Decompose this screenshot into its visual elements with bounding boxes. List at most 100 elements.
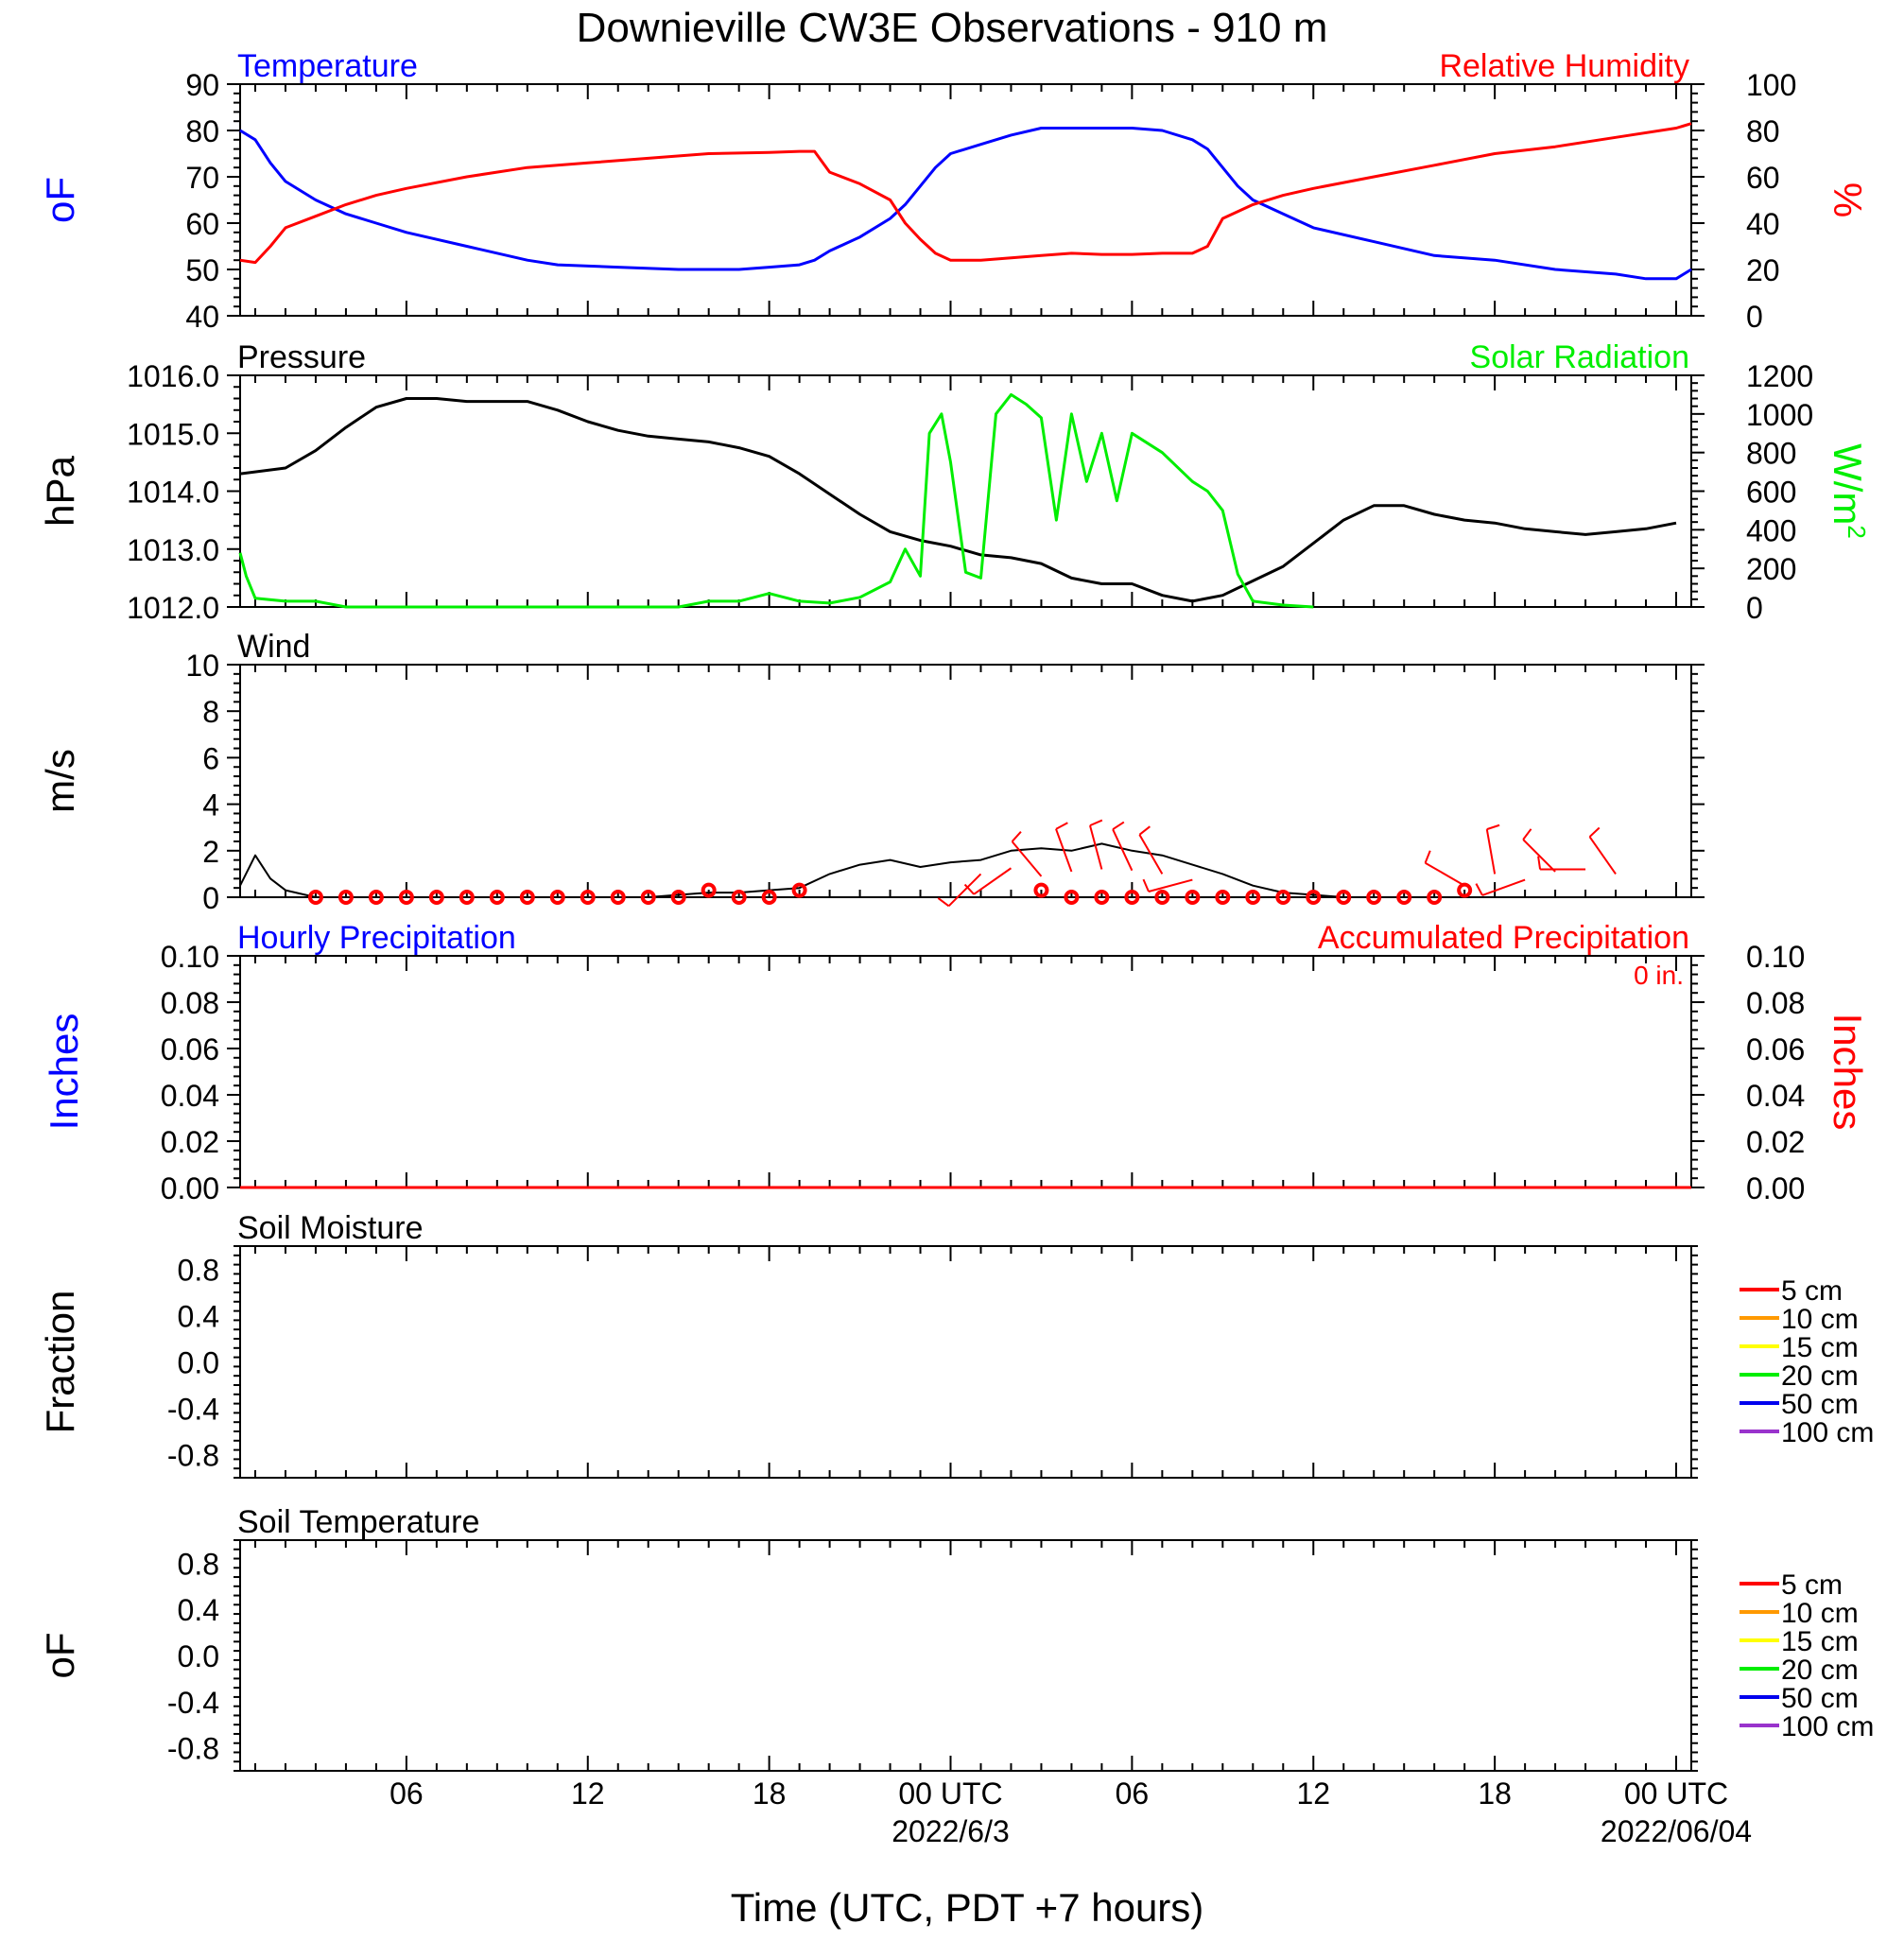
panel-pressure-solar: 1012.0 1013.0 1014.0 1015.0 1016.0 0 200 400600…: [38, 339, 1871, 625]
legend-label: 10 cm: [1781, 1598, 1859, 1629]
calm-wind-circle: [1094, 890, 1110, 905]
y-tick-label: -0.8: [167, 1439, 219, 1473]
calm-wind-circle: [489, 890, 505, 905]
y-axis-unit-left: Fraction: [38, 1291, 82, 1434]
panel-title-left: Soil Moisture: [237, 1210, 424, 1246]
y-tick-label-right: 1000: [1746, 398, 1813, 432]
plot-frame: [239, 664, 1692, 898]
y-tick-label: 0.4: [178, 1300, 219, 1334]
legend-label: 20 cm: [1781, 1360, 1859, 1392]
series-line-solar-radiation: [238, 392, 1314, 609]
y-axis-unit-left: Inches: [42, 1014, 86, 1131]
calm-wind-circle: [761, 890, 777, 905]
y-tick-label-right: 400: [1746, 513, 1796, 547]
accumulated-total-label: 0 in.: [1634, 961, 1684, 990]
y-tick-label: 6: [202, 741, 219, 775]
x-tick-label: 12: [1296, 1776, 1330, 1811]
y-tick-label-right: 200: [1746, 552, 1796, 586]
x-tick-label: 00 UTC: [898, 1776, 1002, 1811]
calm-wind-circle: [1366, 890, 1382, 905]
panel-wind: 0 2 4 6 8 10 Wind m/s: [38, 629, 1705, 915]
y-tick-label-right: 1200: [1746, 359, 1813, 393]
unit-superscript: 2: [1843, 525, 1871, 538]
panel-precip: 0.00 0.02 0.04 0.06 0.08 0.10 0.00 0.02 0.04 0.06…: [42, 920, 1870, 1205]
panel-title-left: Pressure: [237, 339, 366, 375]
calm-wind-circle: [1154, 890, 1170, 905]
calm-wind-circle: [1427, 890, 1443, 905]
x-axis-label: Time (UTC, PDT +7 hours): [731, 1885, 1204, 1930]
wind-barb-feather: [1011, 830, 1022, 842]
panel-title-left: Temperature: [237, 48, 418, 84]
y-axis-unit-left: hPa: [38, 455, 82, 526]
y-axis-unit-left: oF: [38, 177, 82, 223]
x-tick-label: 06: [389, 1776, 424, 1811]
y-tick-label: 0.08: [161, 986, 219, 1020]
legend-label: 15 cm: [1781, 1332, 1859, 1363]
calm-wind-circle: [338, 890, 354, 905]
y-tick-label: 0.4: [178, 1593, 219, 1627]
legend-label: 50 cm: [1781, 1683, 1859, 1714]
y-tick-label: 0.8: [178, 1254, 219, 1288]
y-tick-label: 0.0: [178, 1346, 219, 1380]
calm-wind-circle: [428, 890, 444, 905]
legend-label: 20 cm: [1781, 1655, 1859, 1686]
y-tick-label: 1015.0: [127, 417, 219, 451]
y-tick-label-right: 20: [1746, 253, 1780, 287]
wind-barb-feather: [1537, 856, 1542, 870]
wind-barb-feather: [1112, 821, 1125, 831]
y-tick-label: -0.4: [167, 1686, 219, 1720]
x-date-label: 2022/6/3: [891, 1814, 1010, 1848]
calm-wind-circle: [580, 890, 596, 905]
y-tick-label: 1014.0: [127, 476, 219, 510]
y-tick-label: 0.00: [161, 1171, 219, 1205]
wind-barb-feather: [1475, 883, 1483, 896]
y-tick-label: 0.0: [178, 1639, 219, 1673]
y-tick-label: 0.04: [161, 1079, 219, 1113]
y-tick-label: 0.10: [161, 940, 219, 974]
panel-temp-rh: 40 50 60 70 80 90 0 20 40 60 80 100 Temperature Relat…: [38, 48, 1870, 334]
panel-title-right: Accumulated Precipitation: [1318, 920, 1689, 956]
x-tick-label: 00 UTC: [1624, 1776, 1728, 1811]
panel-title-left: Wind: [237, 629, 310, 665]
y-tick-label: 10: [185, 649, 219, 683]
y-tick-label: -0.4: [167, 1393, 219, 1427]
x-tick-label: 18: [753, 1776, 787, 1811]
calm-wind-circle: [1336, 890, 1352, 905]
wind-barb: [1138, 834, 1164, 875]
y-tick-label: 70: [185, 161, 219, 195]
y-tick-label-right: 0.06: [1746, 1032, 1805, 1066]
calm-wind-circle: [1064, 890, 1080, 905]
calm-wind-circle: [670, 890, 686, 905]
wind-barb-feather: [1588, 826, 1601, 838]
wind-barb-feather: [963, 883, 975, 895]
y-tick-label: 8: [202, 695, 219, 729]
y-axis-unit-left: m/s: [38, 749, 82, 813]
wind-barb-feather: [1424, 850, 1431, 864]
series-line-wind: [239, 842, 1344, 898]
wind-barb: [1055, 828, 1073, 873]
y-tick-label-right: 0: [1746, 300, 1763, 334]
calm-wind-circle: [368, 890, 384, 905]
y-tick-label: -0.8: [167, 1732, 219, 1766]
wind-barb: [1148, 878, 1193, 893]
chart-title: Downieville CW3E Observations - 910 m: [577, 5, 1328, 51]
panel-title-left: Hourly Precipitation: [237, 920, 516, 956]
y-tick-label-right: 0.10: [1746, 940, 1805, 974]
y-tick-label: 60: [185, 207, 219, 241]
y-tick-label-right: 800: [1746, 437, 1796, 471]
panel-title-right: Solar Radiation: [1470, 339, 1689, 375]
y-tick-label: 4: [202, 789, 219, 823]
wind-barb: [973, 867, 1013, 895]
y-tick-label-right: 100: [1746, 68, 1796, 102]
legend-label: 10 cm: [1781, 1304, 1859, 1335]
x-tick-label: 18: [1478, 1776, 1512, 1811]
legend-label: 5 cm: [1781, 1569, 1843, 1601]
wind-barb-feather: [1089, 819, 1103, 827]
panel-soil-moisture: -0.8 -0.4 0.0 0.4 0.8 Soil Moisture Fraction 5 …: [38, 1210, 1874, 1479]
plot-frame: [239, 83, 1692, 317]
calm-wind-circle: [1396, 890, 1412, 905]
plot-frame: [239, 1245, 1692, 1479]
